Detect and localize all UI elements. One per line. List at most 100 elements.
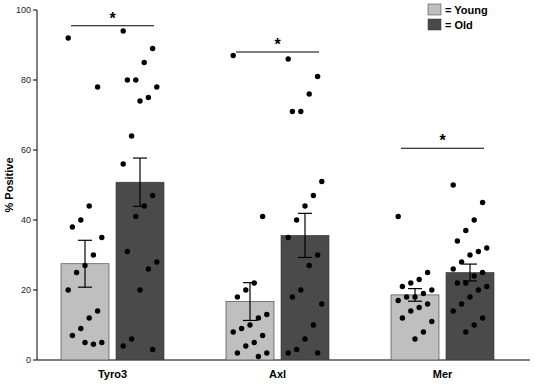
chart: 020406080100% PositiveTyro3AxlMer***= Yo… [0,0,550,384]
legend-swatch [428,19,441,30]
error-bar [408,289,422,302]
data-point [476,287,481,292]
data-point [264,350,269,355]
y-axis-label: % Positive [3,157,15,212]
error-bar [463,264,477,281]
data-point [154,84,159,89]
data-point [459,301,464,306]
data-point [408,280,413,285]
data-point [480,315,485,320]
error-cap [463,280,477,281]
error-cap [408,301,422,302]
error-stem [469,264,470,281]
data-point [121,343,126,348]
data-point [252,340,257,345]
data-point [298,109,303,114]
data-point [78,217,83,222]
error-cap [133,157,147,158]
data-point [142,60,147,65]
significance-label: * [109,10,116,27]
bar [446,273,494,361]
data-point [125,249,130,254]
data-point [78,326,83,331]
data-point [421,291,426,296]
error-cap [298,213,312,214]
error-cap [463,264,477,265]
data-point [125,77,130,82]
data-point [66,287,71,292]
data-point [231,329,236,334]
error-cap [133,206,147,207]
data-point [256,354,261,359]
data-point [133,77,138,82]
significance-label: * [274,36,281,53]
error-cap [243,320,257,321]
data-point [243,287,248,292]
data-point [396,214,401,219]
error-stem [139,158,140,206]
data-point [311,193,316,198]
y-tick-label: 40 [21,215,31,225]
legend-label: = Old [445,19,473,31]
data-point [129,133,134,138]
y-tick-label: 100 [16,5,31,15]
data-point [408,308,413,313]
data-point [87,203,92,208]
data-point [150,193,155,198]
significance-label: * [439,132,446,149]
data-point [319,179,324,184]
data-point [260,214,265,219]
data-point [66,35,71,40]
data-point [463,228,468,233]
data-point [315,74,320,79]
data-point [294,217,299,222]
error-stem [414,289,415,302]
data-point [396,298,401,303]
error-stem [84,240,85,287]
data-point [463,329,468,334]
data-point [425,301,430,306]
data-point [429,319,434,324]
error-stem [304,213,305,257]
error-cap [78,240,92,241]
y-tick [33,290,37,291]
data-point [99,340,104,345]
y-tick-label: 0 [26,355,31,365]
data-point [286,56,291,61]
data-point [235,294,240,299]
data-point [87,315,92,320]
data-point [235,350,240,355]
data-point [400,284,405,289]
y-tick-label: 20 [21,285,31,295]
bar [391,295,439,360]
data-point [417,277,422,282]
data-point [472,322,477,327]
error-cap [243,282,257,283]
x-tick-label: Mer [433,368,453,380]
data-point [298,287,303,292]
data-point [137,287,142,292]
data-point [294,347,299,352]
error-bar [78,240,92,287]
error-cap [78,287,92,288]
data-point [91,252,96,257]
data-point [315,252,320,257]
data-point [150,347,155,352]
data-point [421,329,426,334]
data-point [150,46,155,51]
data-point [311,322,316,327]
x-tick-label: Axl [269,368,286,380]
data-point [290,294,295,299]
data-point [484,245,489,250]
data-point [231,53,236,58]
data-point [417,305,422,310]
data-point [412,336,417,341]
data-point [319,301,324,306]
x-tick-label: Tyro3 [98,368,127,380]
data-point [146,95,151,100]
data-point [455,238,460,243]
data-point [307,263,312,268]
data-point [307,91,312,96]
error-bar [133,158,147,206]
data-point [455,280,460,285]
